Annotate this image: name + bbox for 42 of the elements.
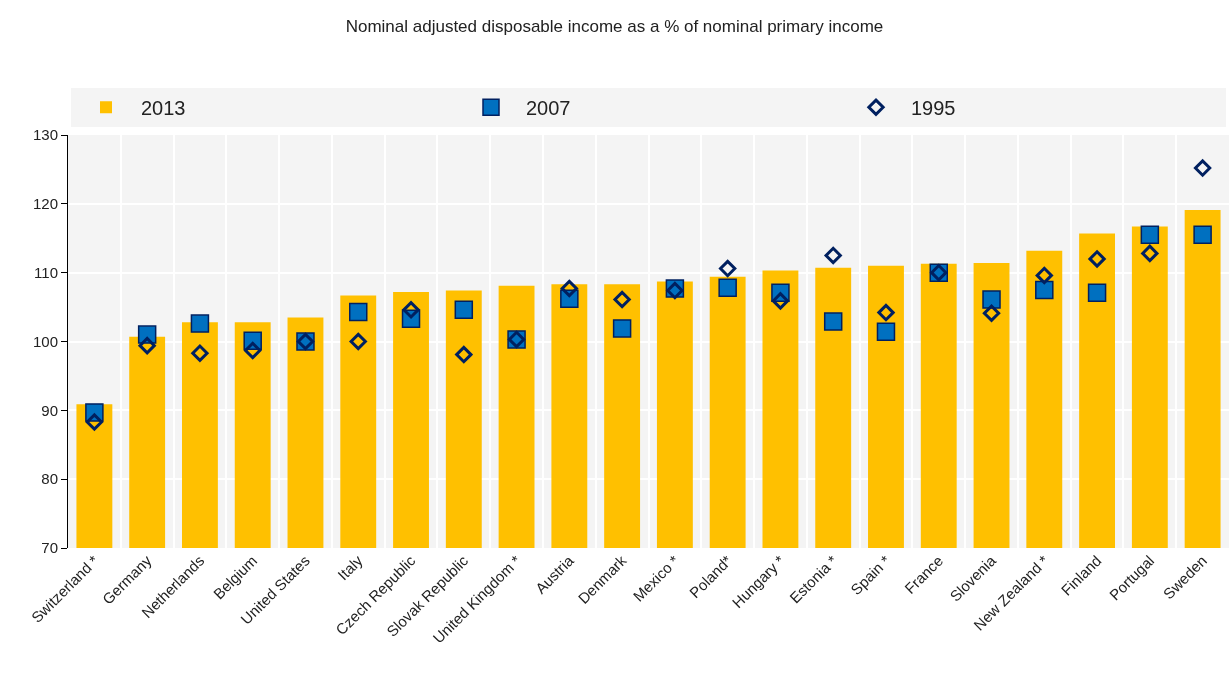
point [138,336,156,355]
y-tick-label: 100 [32,332,58,350]
point [85,413,104,431]
point [718,278,737,298]
legend-label: 1995 [911,97,956,120]
point [349,332,367,351]
point [1193,159,1212,177]
point [190,314,210,333]
point [454,300,474,320]
point [191,344,209,362]
point [560,279,578,298]
y-tick-label: 70 [41,539,58,557]
point [823,312,843,331]
point [402,301,420,319]
point [244,341,262,360]
y-tick-label: 90 [41,401,58,419]
point [1088,250,1106,268]
point [982,304,1001,322]
point [1035,280,1054,300]
point [1141,244,1159,263]
point [824,246,842,265]
point [455,345,473,364]
point [1140,225,1160,245]
chart-title: Nominal adjusted disposable income as a % of nominal primary income [345,17,884,37]
y-tick-label: 120 [32,195,58,213]
point [719,259,737,278]
point [1193,225,1212,245]
legend-label: 2007 [526,97,571,120]
legend-label: 2013 [141,97,186,120]
point [612,319,632,338]
point [1087,283,1107,302]
point [877,303,895,322]
point [613,290,631,309]
point [1035,266,1053,285]
point [982,290,1001,309]
x-tick-label: Italy [334,551,367,584]
point [876,322,896,342]
y-tick-label: 130 [32,126,58,144]
point [349,302,368,322]
y-tick-label: 80 [41,470,58,488]
point [771,292,790,310]
y-tick-label: 110 [34,263,58,281]
